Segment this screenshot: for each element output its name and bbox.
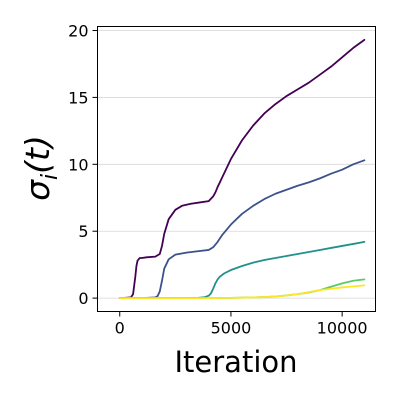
series-line-2 bbox=[118, 159, 366, 300]
y-axis-label: σi(t) bbox=[18, 135, 63, 201]
y-tick-label: 20 bbox=[68, 22, 88, 41]
series-line-3 bbox=[118, 241, 366, 300]
y-tick-label: 15 bbox=[68, 88, 88, 107]
x-tick-label: 0 bbox=[115, 319, 125, 338]
series-layer bbox=[118, 38, 366, 300]
y-tick-label: 0 bbox=[78, 289, 88, 308]
tick-layer: 0 5 10 15 20 0 5000 10000 bbox=[68, 22, 367, 338]
grid-layer bbox=[97, 30, 376, 299]
plot-frame bbox=[97, 26, 376, 312]
y-axis-label-main: σ bbox=[18, 179, 57, 201]
x-axis-label: Iteration bbox=[174, 345, 297, 379]
y-axis-label-arg: (t) bbox=[18, 135, 57, 174]
y-axis-label-sub: i bbox=[38, 174, 63, 180]
x-tick-label: 10000 bbox=[317, 319, 368, 338]
x-tick-label: 5000 bbox=[211, 319, 252, 338]
series-line-5 bbox=[118, 284, 366, 300]
y-tick-label: 10 bbox=[68, 155, 88, 174]
series-line-1 bbox=[118, 38, 366, 300]
y-tick-label: 5 bbox=[78, 222, 88, 241]
